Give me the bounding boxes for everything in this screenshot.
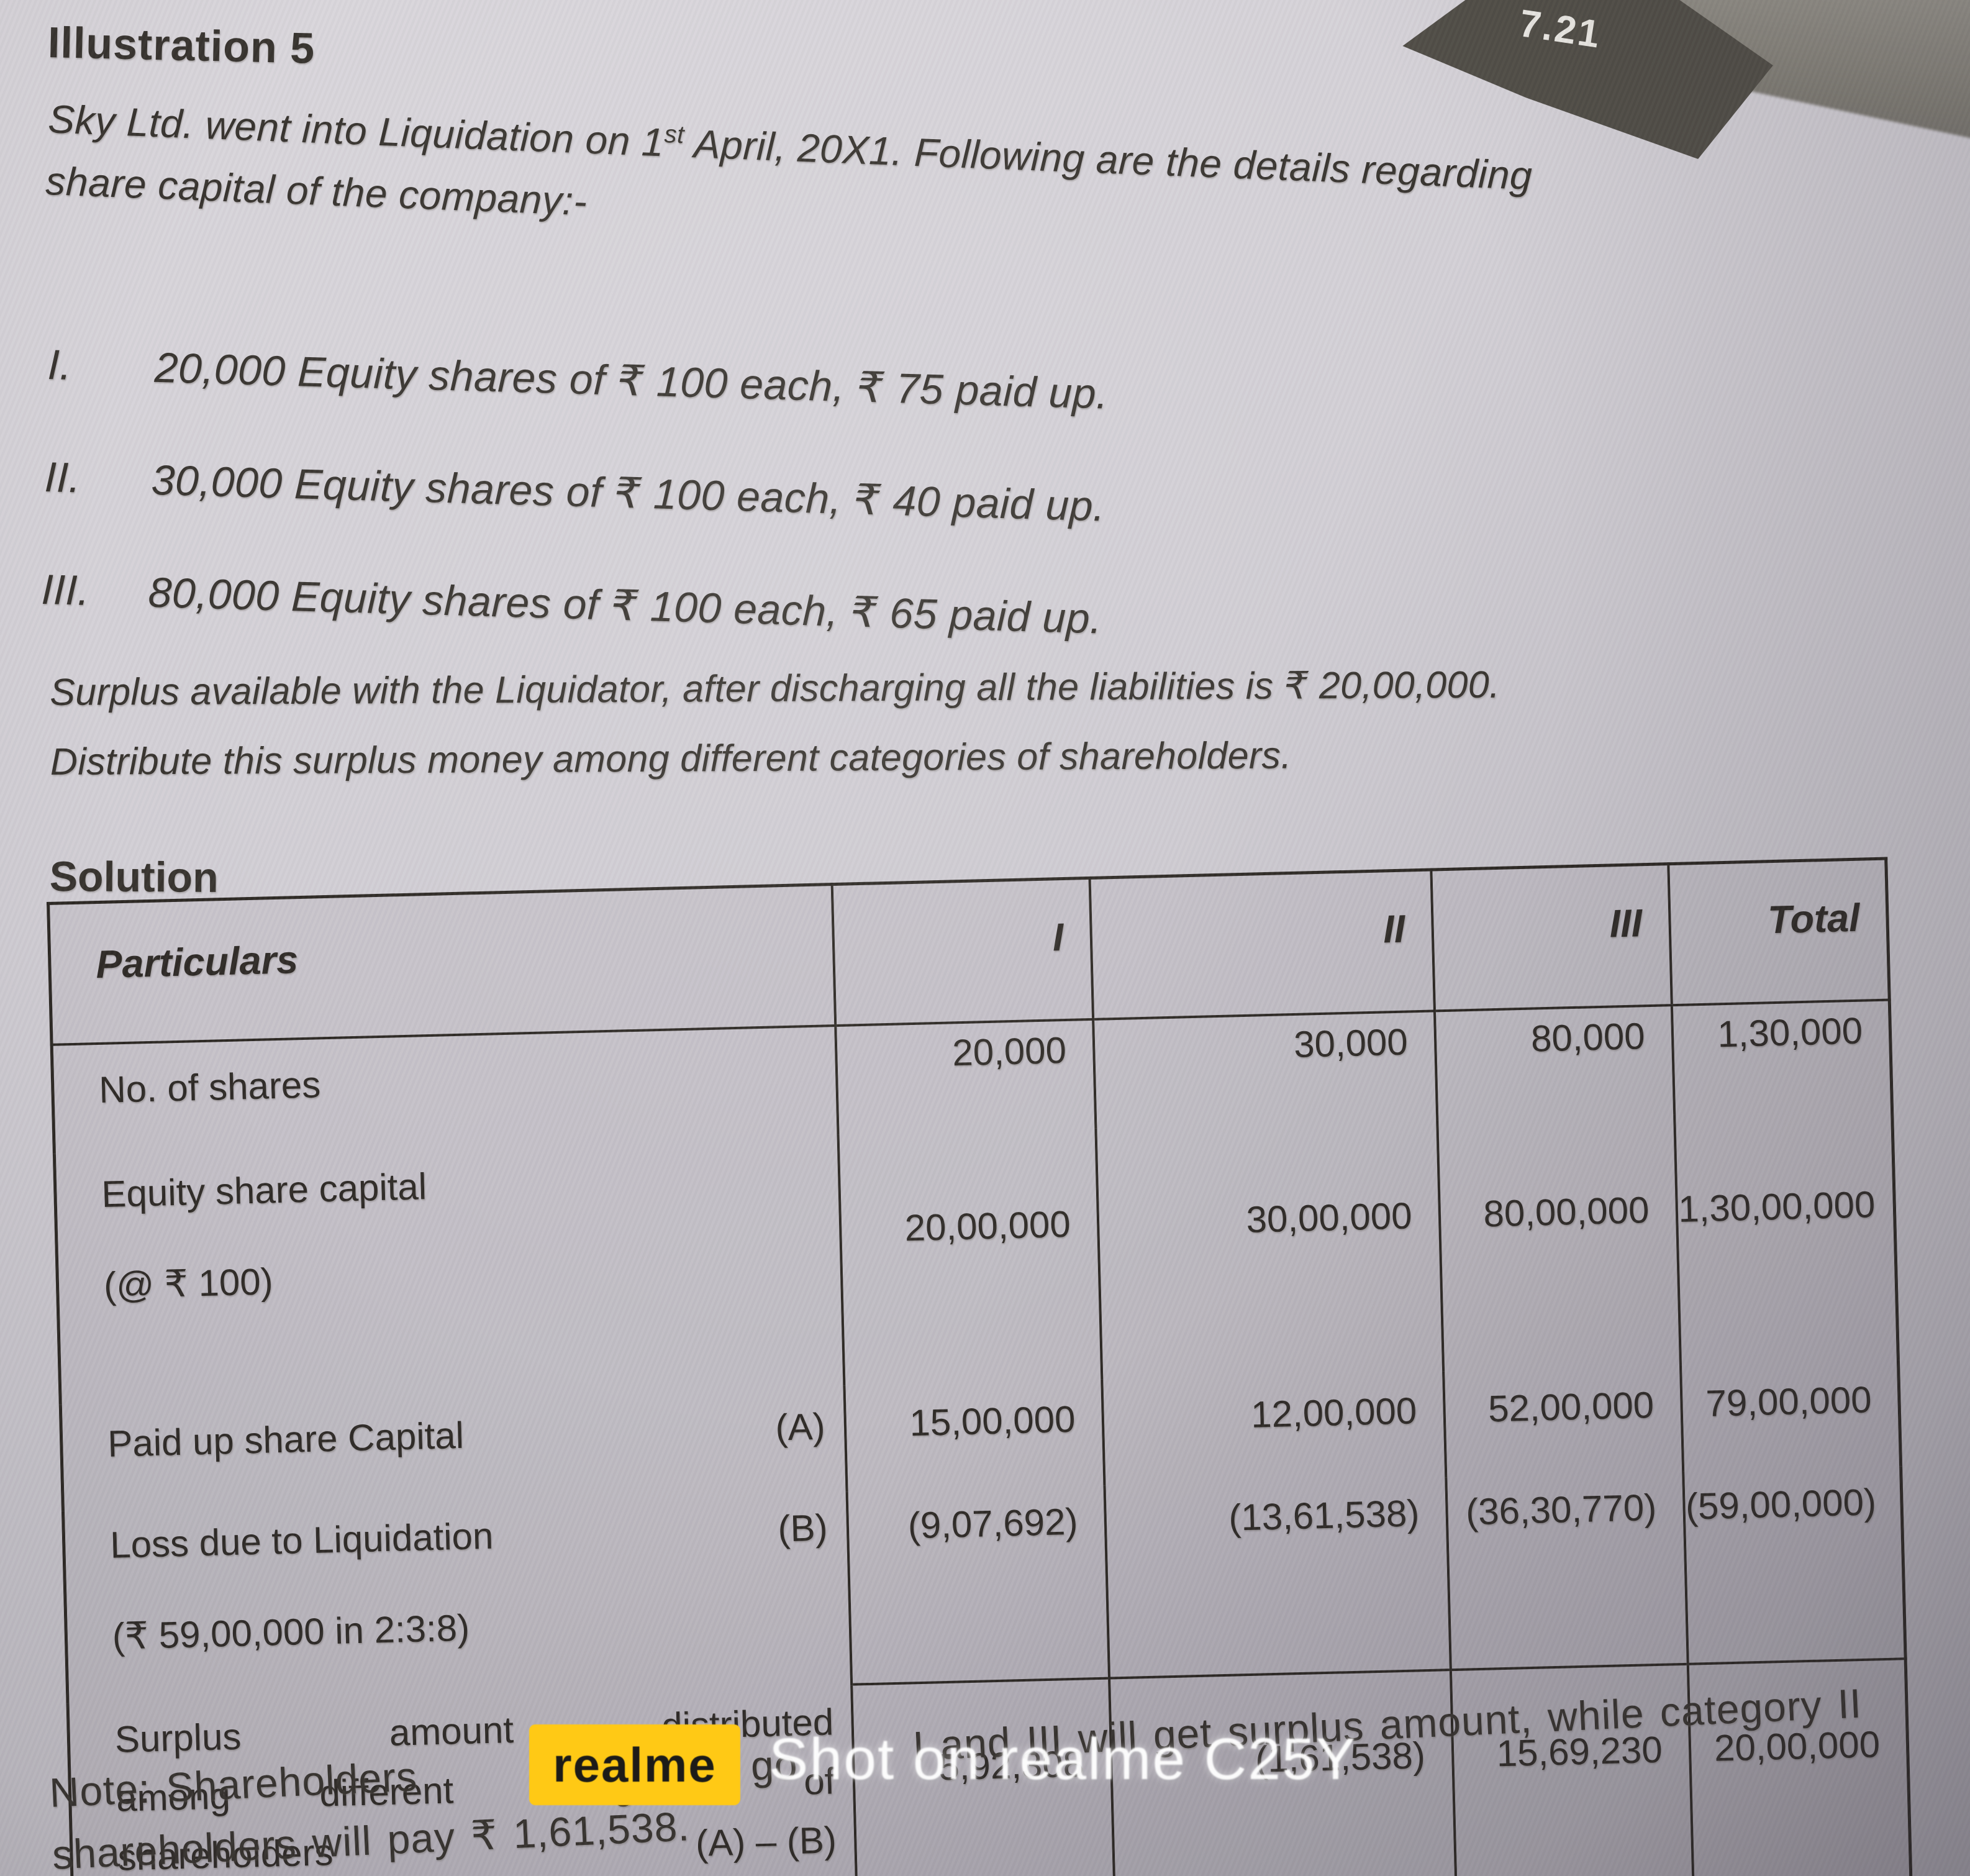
header-col-i: I [832, 878, 1093, 1026]
cell-loss-total: (59,00,000) [1682, 1466, 1906, 1664]
cell-capital-iii: 80,00,000 [1437, 1114, 1681, 1372]
realme-logo-badge: realme [529, 1724, 740, 1805]
row-tag-b: (B) [777, 1506, 828, 1550]
list-item: I. 20,000 Equity shares of ₹ 100 each, ₹… [47, 340, 1538, 431]
list-item: III. 80,000 Equity shares of ₹ 100 each,… [41, 565, 1532, 656]
row-tag-a: (A) [774, 1405, 826, 1449]
row-formula: (A) – (B) [695, 1819, 837, 1864]
header-col-ii: II [1089, 870, 1435, 1019]
item-numeral: II. [43, 453, 82, 502]
surplus-para-line1: Surplus available with the Liquidator, a… [50, 663, 1500, 713]
cell-paidup-ii: 12,00,000 [1101, 1371, 1446, 1486]
cell-paidup-iii: 52,00,000 [1443, 1365, 1683, 1478]
cell-loss-i: (9,07,692) [847, 1485, 1109, 1685]
header-particulars: Particulars [48, 884, 835, 1045]
shot-on-watermark: Shot on realme C25Y [769, 1726, 1357, 1792]
cell-loss-ii: (13,61,538) [1104, 1477, 1451, 1678]
item-text: 20,000 Equity shares of ₹ 100 each, ₹ 75… [153, 344, 1109, 418]
solution-heading: Solution [49, 853, 219, 901]
cell-shares-i: 20,000 [835, 1019, 1096, 1135]
item-numeral: III. [40, 565, 91, 614]
surplus-availability-paragraph: Surplus available with the Liquidator, a… [50, 647, 1938, 796]
cell-capital-total: 1,30,00,000 [1674, 1109, 1899, 1365]
surplus-para-line2: Distribute this surplus money among diff… [50, 734, 1292, 783]
label-no-of-shares: No. of shares [98, 1063, 321, 1111]
label-paid-up-capital: Paid up share Capital (A) [60, 1386, 847, 1511]
ordinal-superscript: st [663, 121, 685, 149]
cell-shares-iii: 80,000 [1434, 1005, 1674, 1121]
illustration-title: Illustration 5 [47, 17, 316, 73]
cell-capital-ii: 30,00,000 [1095, 1120, 1443, 1380]
realme-logo-text: realme [553, 1737, 717, 1792]
cell-loss-iii: (36,30,770) [1445, 1471, 1688, 1670]
item-text: 30,000 Equity shares of ₹ 100 each, ₹ 40… [150, 456, 1106, 530]
cell-shares-total: 1,30,000 [1671, 999, 1892, 1115]
table-row-equity-share-capital: Equity share capital (@ ₹ 100) 20,00,000… [54, 1109, 1899, 1405]
cell-paidup-i: 15,00,000 [843, 1379, 1104, 1492]
cell-shares-ii: 30,000 [1092, 1011, 1437, 1129]
label-loss-due-to-liquidation: Loss due to Liquidation (B) (₹ 59,00,000 … [63, 1492, 851, 1704]
label-equity-share-capital: Equity share capital (@ ₹ 100) [101, 1165, 427, 1306]
cell-capital-i: 20,00,000 [838, 1128, 1102, 1386]
header-col-total: Total [1668, 858, 1890, 1006]
list-item: II. 30,000 Equity shares of ₹ 100 each, … [44, 453, 1535, 544]
item-numeral: I. [47, 340, 73, 389]
header-col-iii: III [1430, 863, 1672, 1011]
cell-paidup-total: 79,00,000 [1680, 1360, 1901, 1472]
item-text: 80,000 Equity shares of ₹ 100 each, ₹ 65… [147, 568, 1103, 643]
